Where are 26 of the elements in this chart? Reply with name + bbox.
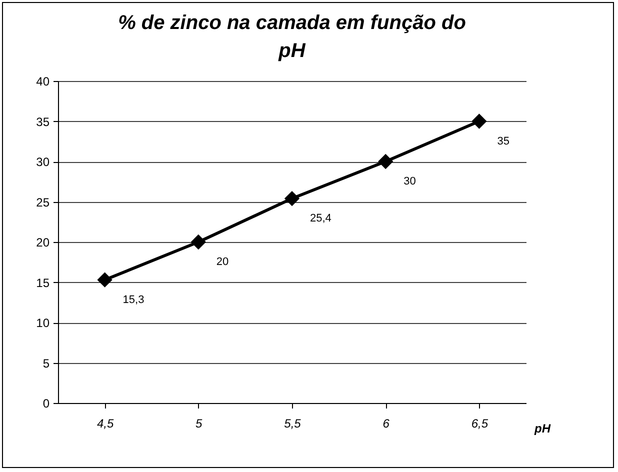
data-label: 30	[404, 176, 416, 188]
point	[190, 234, 206, 250]
y-tick-label: 20	[36, 236, 50, 250]
data-label: 15,3	[122, 294, 144, 306]
y-tick-label: 0	[42, 396, 50, 410]
x-axis-title: pH	[534, 422, 551, 436]
chart-title: % de zinco na camada em função do pH	[118, 12, 466, 62]
y-tick-label: 30	[36, 155, 50, 169]
y-tick-label: 40	[36, 74, 50, 88]
x-tick-label: 5	[196, 416, 203, 430]
x-tick-label: 6,5	[471, 416, 488, 430]
point	[284, 190, 300, 206]
data-label: 20	[216, 256, 229, 268]
x-tick-label: 6	[382, 416, 390, 430]
x-tick-label: 4,5	[96, 416, 114, 430]
x-tick-label: 5,5	[284, 416, 302, 430]
data-label: 35	[497, 135, 510, 148]
y-tick-label: 5	[42, 356, 50, 370]
point	[97, 272, 112, 288]
point	[378, 154, 394, 170]
y-tick-label: 15	[36, 276, 50, 290]
point	[472, 114, 487, 129]
data-label: 25,4	[310, 212, 332, 225]
y-tick-label: 10	[36, 316, 50, 330]
y-tick-label: 35	[36, 114, 50, 129]
y-tick-label: 25	[36, 195, 50, 210]
